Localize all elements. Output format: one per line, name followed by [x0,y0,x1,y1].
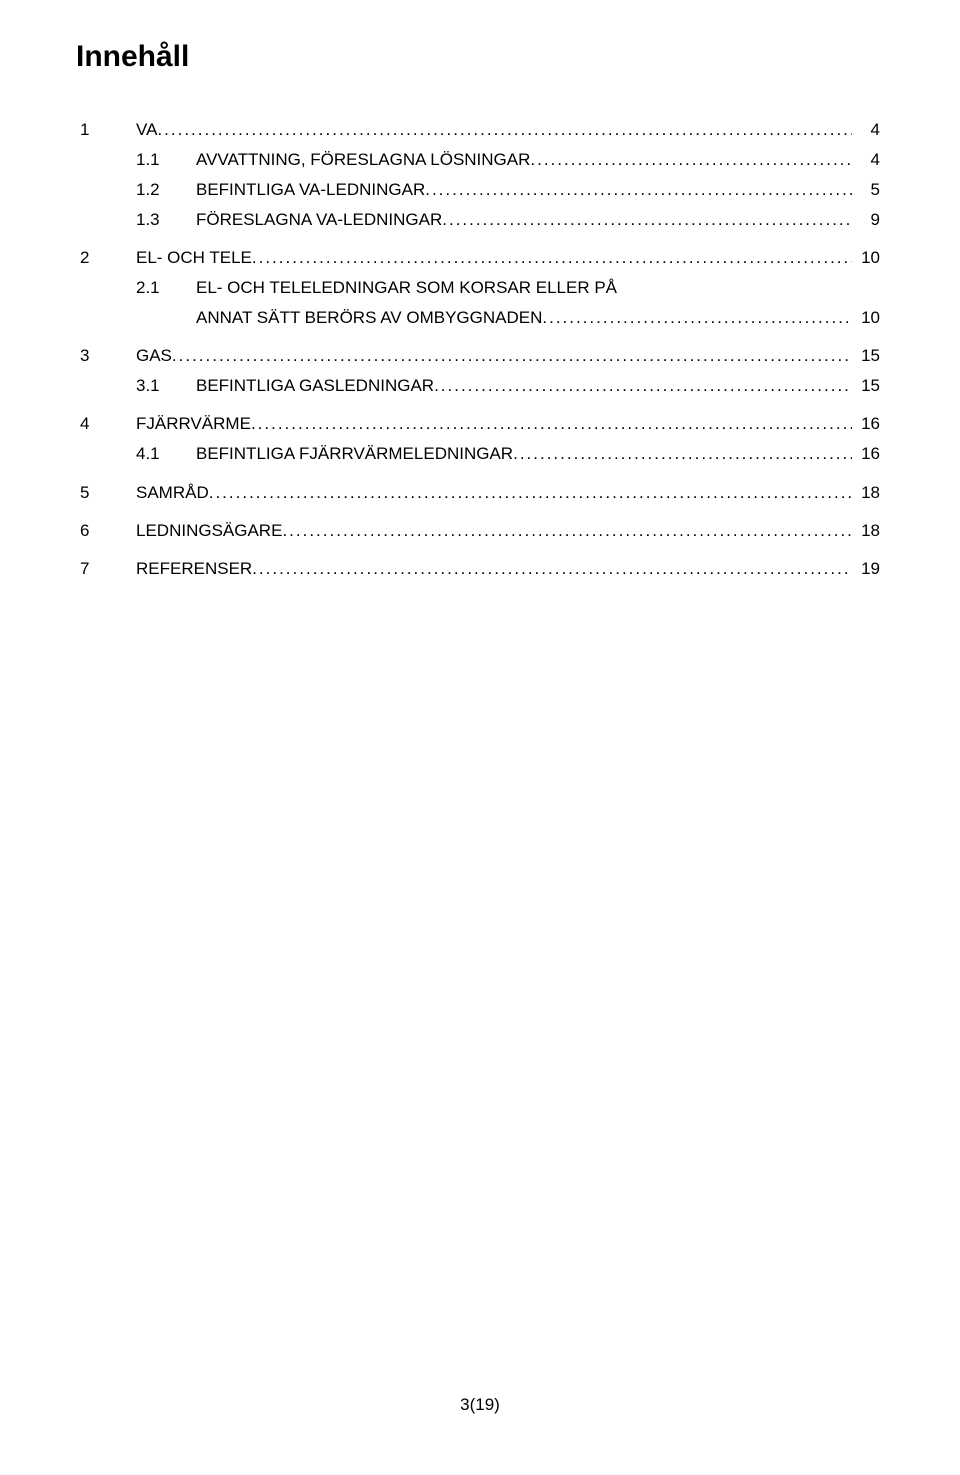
toc-leader: ........................................… [252,555,852,583]
toc-row: 6 LEDNINGSÄGARE..........................… [80,517,880,545]
toc-spacer [80,402,880,410]
toc-sub-number: 1.1 [136,146,196,174]
toc-leader: ........................................… [251,410,852,438]
toc-spacer [80,471,880,479]
toc-sub-number: 4.1 [136,440,196,468]
toc-number: 5 [80,479,114,507]
toc-page: 15 [852,372,880,400]
toc-leader: ........................................… [209,479,852,507]
toc-row: 4 FJÄRRVÄRME.............................… [80,410,880,438]
toc-number: 7 [80,555,114,583]
toc-page: 18 [852,479,880,507]
toc-label: BEFINTLIGA FJÄRRVÄRMELEDNINGAR [196,440,513,468]
toc-row: 5 SAMRÅD.................................… [80,479,880,507]
toc-leader: ........................................… [530,146,852,174]
toc-label: BEFINTLIGA VA-LEDNINGAR [196,176,425,204]
toc-sub-number: 1.3 [136,206,196,234]
toc-number: 2 [80,244,114,272]
page-footer: 3(19) [0,1395,960,1415]
toc-spacer [80,509,880,517]
toc-page: 18 [852,517,880,545]
toc-label: EL- OCH TELELEDNINGAR SOM KORSAR ELLER P… [196,274,617,302]
toc-number: 3 [80,342,114,370]
page-title: Innehåll [76,40,880,74]
toc-label: LEDNINGSÄGARE [136,517,282,545]
toc-row: 4.1BEFINTLIGA FJÄRRVÄRMELEDNINGAR.......… [80,440,880,468]
toc-leader: ........................................… [425,176,852,204]
toc-label: GAS [136,342,172,370]
toc-number: 6 [80,517,114,545]
toc-label: FÖRESLAGNA VA-LEDNINGAR [196,206,442,234]
toc-page: 4 [852,146,880,174]
toc-leader: ........................................… [513,440,852,468]
toc-row: ANNAT SÄTT BERÖRS AV OMBYGGNADEN........… [80,304,880,332]
toc-page: 9 [852,206,880,234]
toc-row: 3 GAS....................................… [80,342,880,370]
toc-spacer [80,334,880,342]
toc-label: FJÄRRVÄRME [136,410,251,438]
toc-row: 1.1AVVATTNING, FÖRESLAGNA LÖSNINGAR.....… [80,146,880,174]
toc-row: 1.2BEFINTLIGA VA-LEDNINGAR..............… [80,176,880,204]
toc-leader: ........................................… [157,116,852,144]
toc-label: SAMRÅD [136,479,209,507]
toc-leader: ........................................… [434,372,852,400]
toc-number: 4 [80,410,114,438]
toc-page: 15 [852,342,880,370]
page-container: Innehåll 1 VA............................… [0,0,960,1475]
toc-label: AVVATTNING, FÖRESLAGNA LÖSNINGAR [196,146,530,174]
toc-page: 16 [852,410,880,438]
toc-row: 1.3FÖRESLAGNA VA-LEDNINGAR..............… [80,206,880,234]
toc-sub-number: 1.2 [136,176,196,204]
toc-spacer [80,547,880,555]
toc-label: BEFINTLIGA GASLEDNINGAR [196,372,434,400]
toc-leader: ........................................… [542,304,852,332]
toc-container: 1 VA.....................................… [80,116,880,583]
toc-leader: ........................................… [252,244,852,272]
toc-row: 2 EL- OCH TELE...........................… [80,244,880,272]
toc-label: EL- OCH TELE [136,244,252,272]
toc-page: 16 [852,440,880,468]
toc-spacer [80,236,880,244]
toc-page: 4 [852,116,880,144]
toc-leader: ........................................… [442,206,852,234]
toc-label: VA [136,116,157,144]
toc-sub-number: 2.1 [136,274,196,302]
toc-leader: ........................................… [172,342,852,370]
toc-page: 10 [852,304,880,332]
toc-number: 1 [80,116,114,144]
toc-page: 19 [852,555,880,583]
toc-row: 7 REFERENSER.............................… [80,555,880,583]
toc-row: 1 VA.....................................… [80,116,880,144]
toc-page: 10 [852,244,880,272]
toc-leader: ........................................… [282,517,852,545]
toc-row: 3.1BEFINTLIGA GASLEDNINGAR..............… [80,372,880,400]
toc-row: 2.1EL- OCH TELELEDNINGAR SOM KORSAR ELLE… [80,274,880,302]
toc-page: 5 [852,176,880,204]
toc-label: ANNAT SÄTT BERÖRS AV OMBYGGNADEN [196,304,542,332]
toc-sub-number: 3.1 [136,372,196,400]
toc-label: REFERENSER [136,555,252,583]
